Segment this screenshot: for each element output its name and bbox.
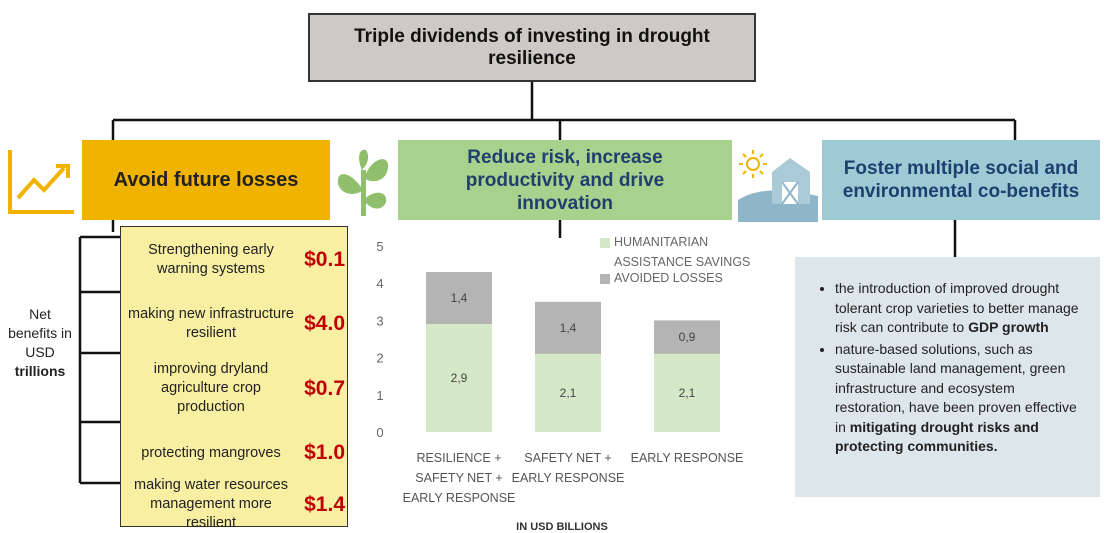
- value-label: 2,1: [560, 386, 577, 400]
- co-benefits-box: the introduction of improved drought tol…: [795, 257, 1100, 497]
- co-benefit-text: mitigating drought risks and protecting …: [835, 419, 1039, 455]
- co-benefits-list: the introduction of improved drought tol…: [813, 279, 1086, 457]
- y-tick-label: 1: [376, 388, 383, 403]
- loss-value: $1.4: [295, 493, 345, 517]
- co-benefit: nature-based solutions, such as sustaina…: [835, 340, 1086, 457]
- page: {"title": "Triple dividends of investing…: [0, 0, 1104, 531]
- y-tick-label: 4: [376, 276, 383, 291]
- losses-label-unit: trillions: [15, 363, 66, 379]
- bracket: [80, 237, 120, 483]
- title-box: Triple dividends of investing in drought…: [308, 13, 756, 82]
- loss-value: $1.0: [295, 441, 345, 465]
- loss-value: $0.7: [295, 377, 345, 401]
- legend-label: HUMANITARIAN ASSISTANCE SAVINGS: [614, 232, 754, 272]
- loss-text: improving dryland agriculture crop produ…: [121, 360, 295, 417]
- x-axis-title: IN USD BILLIONS: [516, 521, 608, 531]
- x-tick-label: SAFETY NET + EARLY RESPONSE: [510, 448, 626, 488]
- value-label: 1,4: [560, 321, 577, 335]
- bar-chart: 0 1 2 3 4 5 2,9 1,4 RESILIENCE + SAFETY NET + EA…: [360, 226, 760, 531]
- losses-label-text: Net benefits in USD: [8, 306, 72, 360]
- loss-text: Strengthening early warning systems: [121, 241, 295, 279]
- loss-row: Strengthening early warning systems$0.1: [121, 227, 347, 293]
- legend-wrap: HUMANITARIAN ASSISTANCE SAVINGS: [614, 232, 754, 272]
- loss-row: making water resources management more r…: [121, 483, 347, 526]
- legend-wrap: AVOIDED LOSSES: [614, 268, 754, 308]
- legend-swatch: [600, 274, 610, 284]
- loss-row: protecting mangroves$1.0: [121, 423, 347, 483]
- loss-value: $4.0: [295, 312, 345, 336]
- y-tick-label: 5: [376, 239, 383, 254]
- value-label: 1,4: [451, 291, 468, 305]
- y-tick-label: 3: [376, 313, 383, 328]
- loss-text: protecting mangroves: [121, 444, 295, 463]
- x-tick-wrap: EARLY RESPONSE: [629, 448, 745, 510]
- co-benefit: the introduction of improved drought tol…: [835, 279, 1086, 338]
- value-label: 2,1: [679, 386, 696, 400]
- growth-icon: [10, 150, 74, 212]
- loss-text: making water resources management more r…: [121, 476, 295, 533]
- pillar-box: Foster multiple social and environmental…: [822, 140, 1100, 220]
- x-tick-wrap: SAFETY NET + EARLY RESPONSE: [510, 448, 626, 510]
- loss-text: making new infrastructure resilient: [121, 305, 295, 343]
- pillar-title: Foster multiple social and environmental…: [842, 157, 1080, 203]
- loss-row: making new infrastructure resilient$4.0: [121, 293, 347, 354]
- pillar-box: Avoid future losses: [82, 140, 330, 220]
- title: Triple dividends of investing in drought…: [310, 26, 754, 70]
- pillar-title: Reduce risk, increase productivity and d…: [422, 146, 708, 215]
- co-benefit-text: GDP growth: [968, 319, 1049, 335]
- tree-connector: [113, 82, 1015, 140]
- plant-icon: [338, 150, 388, 216]
- y-tick-label: 2: [376, 351, 383, 366]
- y-tick-label: 0: [376, 425, 383, 440]
- legend-label: AVOIDED LOSSES: [614, 268, 754, 288]
- farm-icon: [738, 150, 818, 222]
- loss-value: $0.1: [295, 248, 345, 272]
- x-tick-label: EARLY RESPONSE: [629, 448, 745, 468]
- loss-row: improving dryland agriculture crop produ…: [121, 354, 347, 423]
- pillar-title: Avoid future losses: [114, 169, 299, 192]
- x-tick-wrap: RESILIENCE + SAFETY NET + EARLY RESPONSE: [401, 448, 517, 510]
- x-tick-label: RESILIENCE + SAFETY NET + EARLY RESPONSE: [401, 448, 517, 508]
- value-label: 0,9: [679, 330, 696, 344]
- legend-swatch: [600, 238, 610, 248]
- value-label: 2,9: [451, 371, 468, 385]
- losses-label: Net benefits in USD trillions: [4, 305, 76, 381]
- pillar-box: Reduce risk, increase productivity and d…: [398, 140, 732, 220]
